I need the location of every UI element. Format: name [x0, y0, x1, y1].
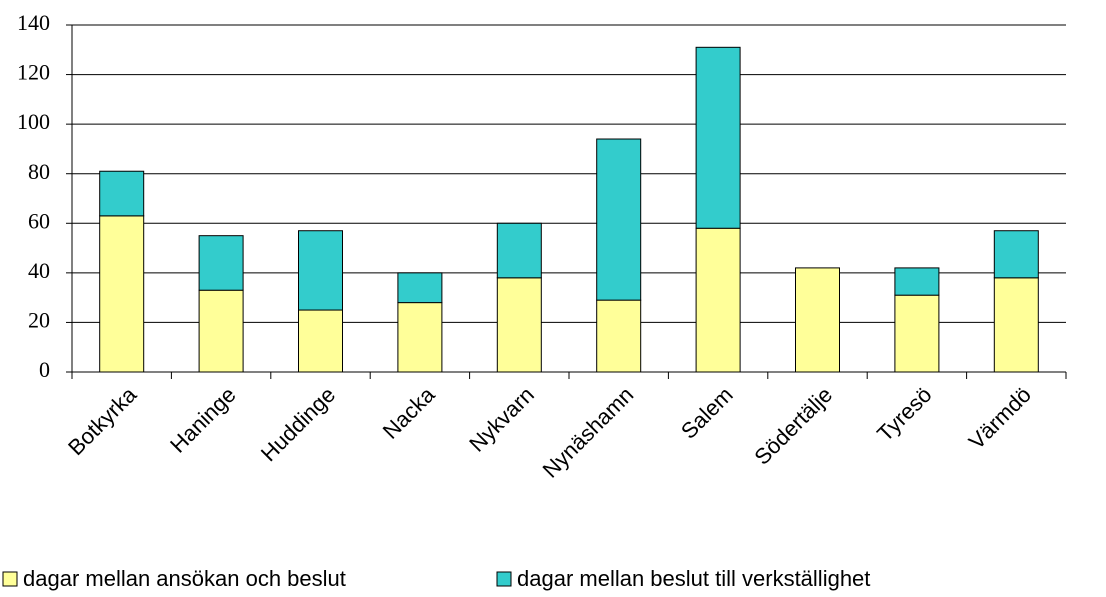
y-tick-label: 20: [28, 307, 50, 332]
x-tick-label: Värmdö: [964, 382, 1036, 454]
bar-segment: [198, 289, 244, 373]
legend-label: dagar mellan ansökan och beslut: [23, 566, 346, 591]
legend-swatch: [496, 571, 512, 587]
bar-segment: [397, 302, 443, 373]
bar-segment: [596, 138, 642, 301]
bar-segment: [993, 277, 1039, 373]
bar-segment: [695, 46, 741, 229]
bar-segment: [99, 215, 145, 373]
bar-segment: [894, 294, 940, 373]
x-tick-label: Södertälje: [749, 382, 837, 470]
bar-segment: [795, 267, 840, 373]
bar-segment: [695, 227, 741, 373]
x-tick-label: Botkyrka: [63, 381, 142, 460]
y-tick-label: 120: [17, 60, 50, 85]
bar-segment: [496, 277, 542, 373]
y-tick-label: 100: [17, 109, 50, 134]
y-tick-label: 80: [28, 159, 50, 184]
bar-segment: [397, 272, 443, 304]
legend-label: dagar mellan beslut till verkställighet: [517, 566, 870, 591]
bar-segment: [496, 222, 542, 279]
y-tick-label: 140: [17, 10, 50, 35]
y-tick-label: 40: [28, 258, 50, 283]
legend-swatch: [2, 571, 18, 587]
x-tick-label: Nynäshamn: [538, 382, 639, 483]
bar-segment: [993, 230, 1039, 279]
bar-segment: [298, 230, 343, 311]
x-tick-label: Nykvarn: [464, 382, 539, 457]
bar-segment: [894, 267, 940, 296]
bar-segment: [198, 235, 244, 291]
x-tick-label: Haninge: [165, 382, 241, 458]
x-tick-label: Tyresö: [872, 382, 936, 446]
bar-segment: [298, 309, 343, 373]
x-tick-label: Salem: [676, 382, 738, 444]
bar-segment: [99, 170, 145, 217]
x-tick-label: Huddinge: [256, 382, 340, 466]
y-tick-label: 60: [28, 208, 50, 233]
y-tick-label: 0: [39, 357, 50, 382]
x-tick-label: Nacka: [378, 381, 440, 443]
bar-segment: [596, 299, 642, 373]
